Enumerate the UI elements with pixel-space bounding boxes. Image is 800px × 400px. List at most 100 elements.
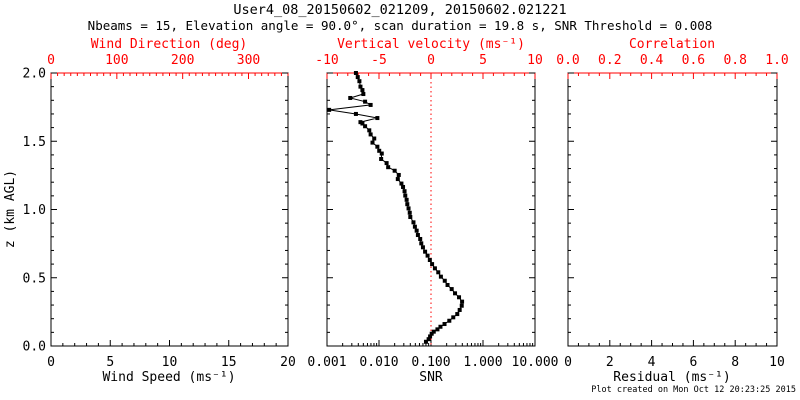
data-point-marker	[372, 136, 377, 141]
data-point-marker	[358, 84, 363, 89]
tick-label: 1.0	[765, 53, 788, 68]
data-point-marker	[423, 339, 428, 344]
data-point-marker	[457, 295, 462, 300]
tick-label: 200	[171, 53, 194, 68]
data-point-marker	[407, 210, 412, 215]
data-point-marker	[408, 215, 413, 220]
page-title: User4_08_20150602_021209, 20150602.02122…	[233, 2, 567, 18]
tick-label: 1.5	[23, 135, 46, 150]
data-point-marker	[457, 307, 462, 312]
data-point-marker	[353, 71, 358, 75]
data-point-marker	[432, 266, 437, 271]
tick-label: 0.001	[307, 355, 346, 370]
data-point-marker	[399, 181, 404, 186]
tick-label: 10	[162, 355, 178, 370]
data-point-marker	[379, 151, 384, 156]
tick-label: 5	[479, 53, 487, 68]
data-point-marker	[395, 177, 400, 182]
tick-label: 0.5	[23, 271, 46, 286]
data-point-marker	[348, 95, 353, 100]
data-point-marker	[435, 327, 440, 332]
data-point-marker	[353, 111, 358, 116]
snr-axis-title: SNR	[419, 370, 443, 385]
tick-label: 100	[105, 53, 128, 68]
data-point-marker	[419, 241, 424, 246]
snr-panel: 0.001 0.010 0.100 1.000 10.000 -10 -5 0 5 10	[307, 53, 558, 370]
data-point-marker	[459, 303, 464, 308]
tick-label: 15	[221, 355, 237, 370]
data-point-marker	[428, 334, 433, 339]
data-point-marker	[412, 224, 417, 229]
data-point-marker	[396, 172, 401, 177]
tick-label: 6	[689, 355, 697, 370]
data-point-marker	[447, 318, 452, 323]
tick-label: 0.2	[598, 53, 621, 68]
tick-label: 10.000	[512, 355, 559, 370]
data-point-marker	[357, 79, 362, 84]
data-point-marker	[453, 291, 458, 296]
residual-panel: 0 2 4 6 8 10 0.0 0.2 0.4 0.6 0.8 1.0	[556, 53, 788, 370]
tick-label: -10	[315, 53, 338, 68]
data-point-marker	[363, 124, 368, 129]
tick-label: 0.4	[640, 53, 664, 68]
residual-axis-title: Residual (ms⁻¹)	[613, 370, 731, 385]
data-point-marker	[368, 132, 373, 137]
data-point-marker	[442, 278, 447, 283]
data-point-marker	[401, 184, 406, 189]
tick-label: 5	[106, 355, 114, 370]
data-point-marker	[367, 128, 372, 133]
data-point-marker	[436, 270, 441, 275]
vertical-velocity-axis-title: Vertical velocity (ms⁻¹)	[337, 37, 525, 52]
data-point-marker	[386, 165, 391, 170]
tick-label: 0	[47, 53, 55, 68]
tick-label: 20	[280, 355, 296, 370]
tick-label: 0	[47, 355, 55, 370]
data-point-marker	[415, 233, 420, 238]
tick-label: 4	[648, 355, 656, 370]
data-point-marker	[429, 331, 434, 336]
y-axis-labels: 0.0 0.5 1.0 1.5 2.0	[23, 67, 46, 355]
data-point-marker	[360, 88, 365, 93]
data-point-marker	[392, 168, 397, 173]
data-point-marker	[361, 92, 366, 97]
data-point-marker	[430, 262, 435, 267]
wind-direction-axis-title: Wind Direction (deg)	[90, 37, 248, 52]
tick-label: 8	[731, 355, 739, 370]
data-point-marker	[431, 329, 436, 334]
tick-label: 0	[427, 53, 435, 68]
snr-profile-series	[327, 71, 465, 344]
data-point-marker	[370, 140, 375, 145]
tick-label: 300	[237, 53, 260, 68]
wind-speed-axis-title: Wind Speed (ms⁻¹)	[102, 370, 236, 385]
data-point-marker	[368, 102, 373, 107]
plot-created-note: Plot created on Mon Oct 12 20:23:25 2015	[591, 385, 796, 395]
wind-speed-panel: 0 5 10 15 200 100 200 300	[47, 53, 296, 370]
tick-label: 0.0	[23, 340, 46, 355]
data-point-marker	[355, 75, 360, 80]
data-point-marker	[414, 228, 419, 233]
tick-label: 0.8	[723, 53, 746, 68]
data-point-marker	[438, 324, 443, 329]
data-point-marker	[358, 120, 363, 125]
data-point-marker	[375, 116, 380, 121]
data-point-marker	[426, 337, 431, 342]
tick-label: 2	[606, 355, 614, 370]
correlation-axis-title: Correlation	[628, 37, 716, 52]
data-point-marker	[403, 193, 408, 198]
data-point-marker	[418, 236, 423, 241]
tick-label: 1.000	[463, 355, 502, 370]
tick-label: 0.0	[556, 53, 579, 68]
data-point-marker	[438, 274, 443, 279]
data-point-marker	[425, 253, 430, 258]
tick-label: 0.010	[359, 355, 398, 370]
data-point-marker	[402, 189, 407, 194]
data-point-marker	[445, 282, 450, 287]
data-point-marker	[449, 287, 454, 292]
data-point-marker	[460, 299, 465, 304]
data-point-marker	[377, 148, 382, 153]
data-point-marker	[384, 161, 389, 166]
data-point-marker	[375, 144, 380, 149]
tick-label: 10	[527, 53, 543, 68]
y-axis-title: z (km AGL)	[3, 170, 18, 248]
data-point-marker	[455, 312, 460, 317]
